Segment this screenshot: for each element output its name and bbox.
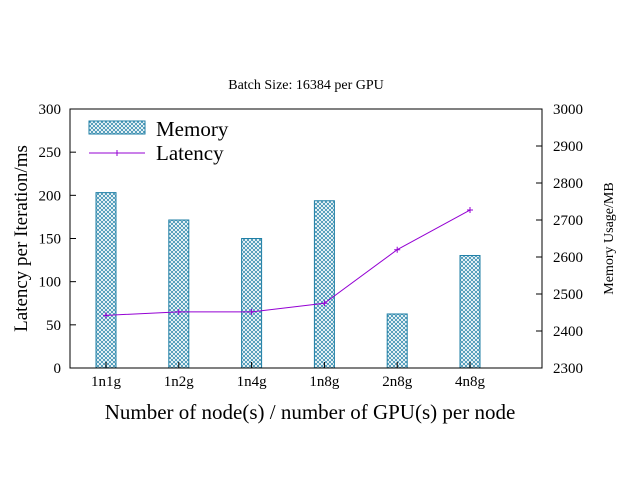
right-tick-label: 2500 xyxy=(553,287,583,303)
right-tick-label: 2900 xyxy=(553,139,583,155)
legend-latency-label: Latency xyxy=(156,141,224,165)
latency-line xyxy=(105,209,471,316)
memory-bar-4n8g xyxy=(459,255,481,369)
right-tick-label: 2800 xyxy=(553,176,583,192)
x-axis: 1n1g 1n2g 1n4g 1n8g 2n8g 4n8g xyxy=(91,362,486,390)
x-tick-label-1n2g: 1n2g xyxy=(164,374,195,390)
left-tick-label: 50 xyxy=(46,318,61,334)
latency-point-2n8g xyxy=(394,246,401,253)
left-tick-label: 300 xyxy=(39,102,62,118)
x-tick-label-1n8g: 1n8g xyxy=(309,374,340,390)
right-tick-label: 2600 xyxy=(553,250,583,266)
right-y-axis: 2300 2400 2500 2600 2700 2800 2900 3000 xyxy=(536,102,583,377)
latency-point-4n8g xyxy=(467,207,473,214)
right-tick-label: 2700 xyxy=(553,213,583,229)
memory-bar-1n8g xyxy=(313,200,335,369)
memory-bar-1n1g xyxy=(95,192,117,369)
right-tick-label: 2300 xyxy=(553,361,583,377)
x-tick-label-4n8g: 4n8g xyxy=(455,374,486,390)
latency-line-group xyxy=(103,207,473,319)
memory-bar-1n2g xyxy=(168,219,190,369)
legend-memory-swatch xyxy=(88,120,146,135)
memory-bar-2n8g xyxy=(386,313,408,369)
right-tick-label: 2400 xyxy=(553,324,583,340)
right-tick-label: 3000 xyxy=(553,102,583,118)
x-tick-label-1n1g: 1n1g xyxy=(91,374,122,390)
legend-latency-marker xyxy=(114,150,120,156)
y-axis-left-label: Latency per Iteration/ms xyxy=(11,145,32,332)
chart-title: Batch Size: 16384 per GPU xyxy=(228,78,384,93)
left-tick-label: 100 xyxy=(39,275,62,291)
latency-point-1n4g xyxy=(248,308,255,315)
left-tick-label: 200 xyxy=(39,188,62,204)
x-tick-label-1n4g: 1n4g xyxy=(237,374,268,390)
x-tick-label-2n8g: 2n8g xyxy=(382,374,413,390)
legend: Memory Latency xyxy=(88,117,229,165)
memory-bars xyxy=(95,192,481,369)
x-axis-label: Number of node(s) / number of GPU(s) per… xyxy=(105,400,516,424)
memory-bar-1n4g xyxy=(241,238,263,369)
left-tick-label: 250 xyxy=(39,145,62,161)
latency-point-1n2g xyxy=(175,308,182,315)
left-tick-label: 150 xyxy=(39,232,62,248)
y-axis-right-label: Memory Usage/MB xyxy=(602,182,617,294)
latency-point-1n8g xyxy=(321,300,328,307)
left-tick-label: 0 xyxy=(54,361,62,377)
latency-point-1n1g xyxy=(103,312,109,319)
legend-memory-label: Memory xyxy=(156,117,229,141)
left-y-axis: 0 50 100 150 200 250 300 xyxy=(39,102,76,377)
